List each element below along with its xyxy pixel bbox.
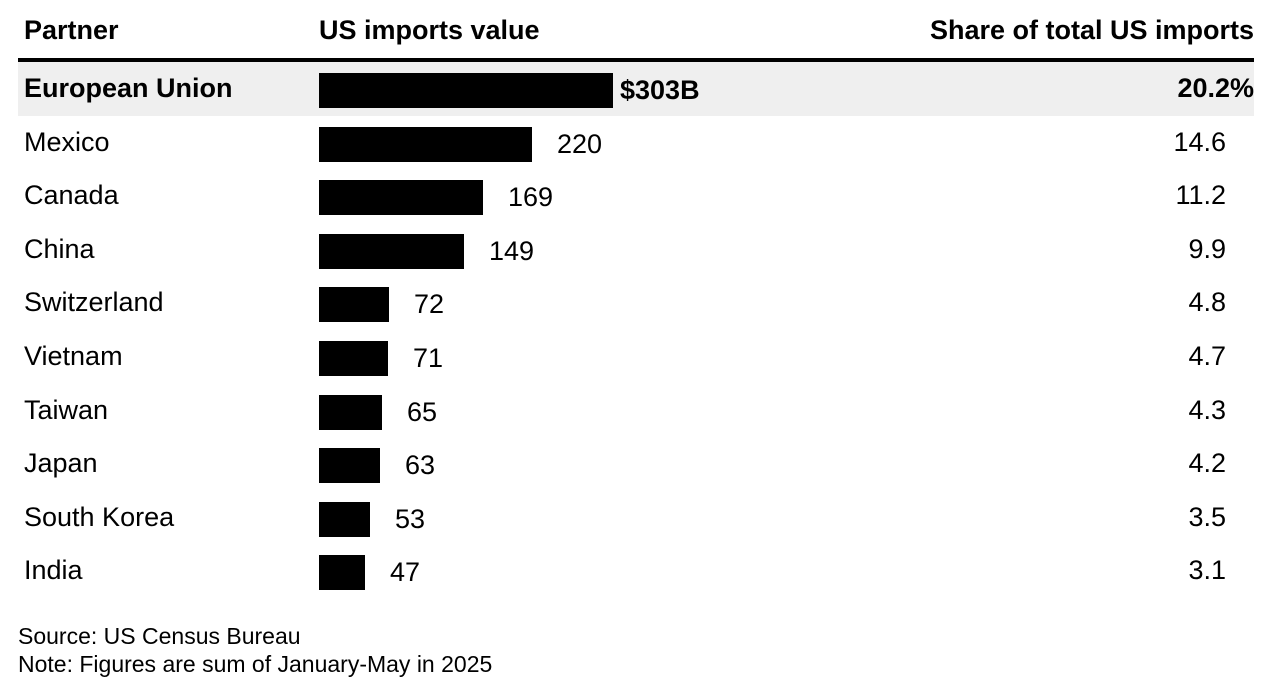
table-row: India 47 3.1 [18,544,1254,598]
imports-bar [319,180,483,216]
imports-value-label: 169 [508,182,554,213]
imports-bar [319,555,365,591]
partner-name: Vietnam [24,340,123,371]
imports-value-label: 71 [413,342,444,373]
imports-bar [319,448,380,484]
column-header-share: Share of total US imports [929,15,1254,45]
table-row: Mexico 220 14.6 [18,116,1254,170]
import-share-label: 4.7 [1188,340,1226,371]
imports-value-label: 53 [395,503,426,534]
table-row: South Korea 53 3.5 [18,491,1254,545]
partner-name: China [24,233,95,264]
imports-value-label: 149 [489,235,535,266]
header-rule [18,58,1254,62]
partner-name: Canada [24,180,119,211]
imports-value-label: 47 [390,557,421,588]
import-share-label: 4.3 [1188,394,1226,425]
imports-value-label: $303B [620,75,700,105]
column-header-imports-value: US imports value [319,15,540,45]
table-row: Taiwan 65 4.3 [18,384,1254,438]
source-note: Source: US Census Bureau [18,623,301,649]
import-share-label: 4.8 [1188,287,1226,318]
imports-bar [319,233,464,269]
imports-value-label: 65 [407,396,438,427]
import-share-label: 3.5 [1188,501,1226,532]
imports-bar [319,73,613,108]
import-share-label: 11.2 [1175,180,1226,211]
partner-name: European Union [24,73,233,103]
partner-name: Japan [24,448,98,479]
column-header-partner: Partner [24,15,119,45]
imports-bar [319,340,388,376]
import-share-label: 20.2% [1177,73,1254,103]
imports-bar [319,394,382,430]
partner-name: South Korea [24,501,175,532]
imports-bar [319,126,532,162]
figures-note: Note: Figures are sum of January-May in … [18,651,493,677]
imports-value-label: 72 [414,289,445,320]
imports-bar [319,501,370,537]
import-share-label: 4.2 [1188,448,1226,479]
import-share-label: 9.9 [1188,233,1226,264]
imports-value-label: 63 [405,450,436,481]
partner-name: India [24,555,83,586]
table-row: Vietnam 71 4.7 [18,330,1254,384]
imports-value-label: 220 [557,128,603,159]
partner-name: Mexico [24,126,110,157]
import-share-label: 3.1 [1188,555,1226,586]
table-row: Japan 63 4.2 [18,437,1254,491]
table-row: China 149 9.9 [18,223,1254,277]
partner-name: Switzerland [24,287,164,318]
table-row: Switzerland 72 4.8 [18,276,1254,330]
partner-name: Taiwan [24,394,109,425]
table-row: European Union $303B 20.2% [18,62,1254,116]
imports-table: European Union $303B 20.2% Mexico 220 14.6 Can… [18,62,1254,598]
table-row: Canada 169 11.2 [18,169,1254,223]
imports-bar [319,287,389,323]
import-share-label: 14.6 [1173,126,1226,157]
